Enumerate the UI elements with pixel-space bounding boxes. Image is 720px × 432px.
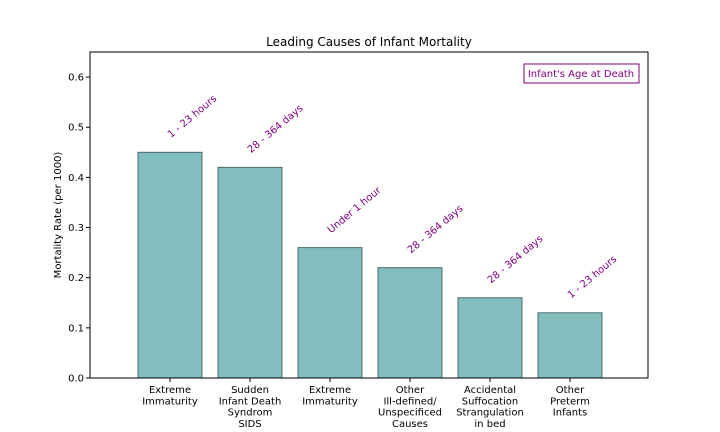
x-tick-label: Other	[556, 385, 585, 396]
bar-annotation: 28 - 364 days	[486, 234, 546, 286]
x-tick-label: Syndrom	[228, 408, 273, 419]
x-tick-label: Infants	[553, 408, 587, 419]
y-tick-label: 0.3	[68, 223, 84, 234]
x-tick-label: Accidental	[464, 385, 516, 396]
y-tick-label: 0.0	[68, 374, 84, 385]
y-tick-label: 0.5	[68, 123, 84, 134]
legend-box	[523, 63, 640, 84]
x-tick-label: Immaturity	[302, 396, 358, 407]
plot-frame	[89, 51, 649, 379]
y-tick-label: 0.2	[68, 273, 84, 284]
x-tick-label: Ill-defined/	[383, 396, 437, 407]
bar	[217, 166, 283, 379]
x-tick-label: Other	[396, 385, 425, 396]
x-tick-label: Immaturity	[142, 396, 198, 407]
x-tick-label: Extreme	[309, 385, 351, 396]
x-tick-label: Strangulation	[456, 408, 524, 419]
legend: Infant's Age at Death	[523, 63, 640, 84]
y-tick-label: 0.1	[68, 323, 84, 334]
bar-annotation: 28 - 364 days	[246, 103, 306, 155]
x-tick-label: Causes	[392, 419, 428, 430]
x-tick-label: SIDS	[238, 419, 261, 430]
legend-title: Infant's Age at Death	[528, 69, 634, 80]
x-tick-label: Unspecificed	[378, 408, 442, 419]
bar	[377, 267, 443, 379]
chart-title: Leading Causes of Infant Mortality	[266, 35, 472, 49]
bar	[137, 151, 203, 379]
y-tick-label: 0.6	[68, 73, 84, 84]
bar	[297, 247, 363, 379]
x-tick-label: Preterm	[550, 396, 590, 407]
bar-annotation: Under 1 hour	[326, 185, 384, 236]
bar	[457, 297, 523, 379]
x-tick-label: Suffocation	[462, 396, 518, 407]
x-tick-label: Sudden	[231, 385, 269, 396]
bar	[537, 312, 603, 379]
y-axis-label: Mortality Rate (per 1000)	[53, 152, 64, 279]
bar-annotation: 28 - 364 days	[406, 203, 466, 255]
x-tick-label: in bed	[474, 419, 505, 430]
x-tick-label: Extreme	[149, 385, 191, 396]
bar-annotation: 1 - 23 hours	[566, 254, 619, 301]
bar-annotation: 1 - 23 hours	[166, 93, 219, 140]
x-tick-label: Infant Death	[219, 396, 282, 407]
y-tick-label: 0.4	[68, 173, 84, 184]
